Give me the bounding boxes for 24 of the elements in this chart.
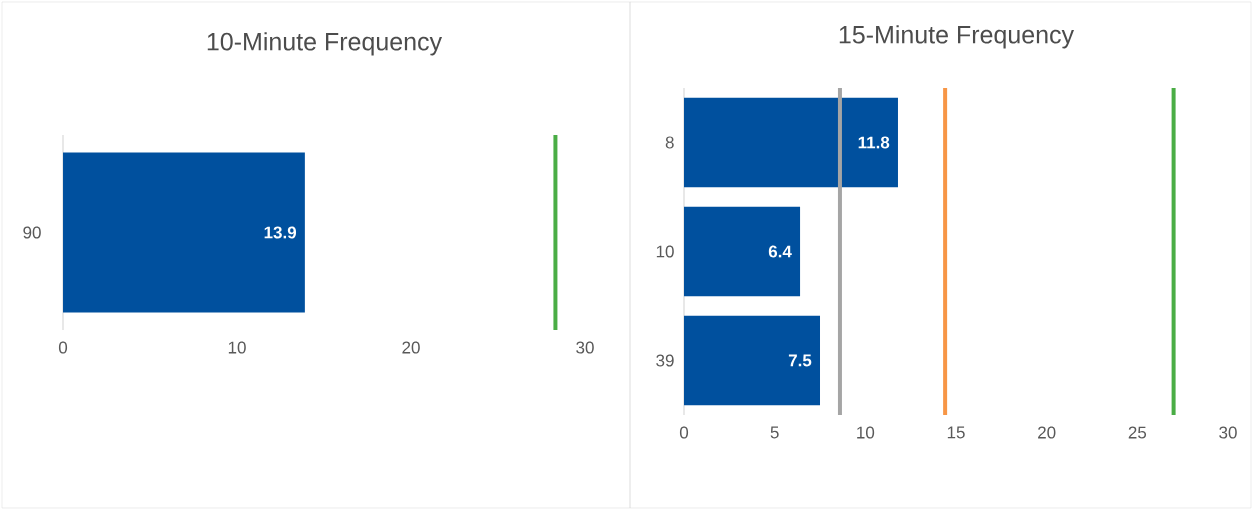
chart-title: 15-Minute Frequency [839, 25, 1075, 49]
x-tick-label: 30 [576, 341, 594, 354]
x-tick-label: 0 [679, 426, 689, 439]
x-tick-label: 10 [228, 341, 246, 354]
data-label: 11.8 [858, 136, 890, 149]
chart-title: 10-Minute Frequency [207, 32, 443, 56]
y-tick-label: 8 [665, 136, 674, 149]
x-tick-label: 20 [1038, 426, 1056, 439]
y-tick-label: 90 [23, 226, 41, 239]
x-tick-label: 30 [1219, 426, 1237, 439]
y-tick-label: 10 [656, 245, 674, 258]
x-tick-label: 10 [857, 426, 875, 439]
x-tick-label: 20 [402, 341, 420, 354]
bar [684, 206, 801, 297]
data-label: 6.4 [768, 245, 792, 258]
bar [684, 315, 820, 406]
x-tick-label: 0 [58, 341, 68, 354]
y-tick-label: 39 [656, 354, 674, 367]
bar [684, 97, 898, 188]
x-tick-label: 15 [947, 426, 965, 439]
data-label: 13.9 [264, 226, 297, 239]
x-tick-label: 5 [770, 426, 779, 439]
x-tick-label: 25 [1128, 426, 1147, 439]
data-label: 7.5 [788, 354, 812, 367]
